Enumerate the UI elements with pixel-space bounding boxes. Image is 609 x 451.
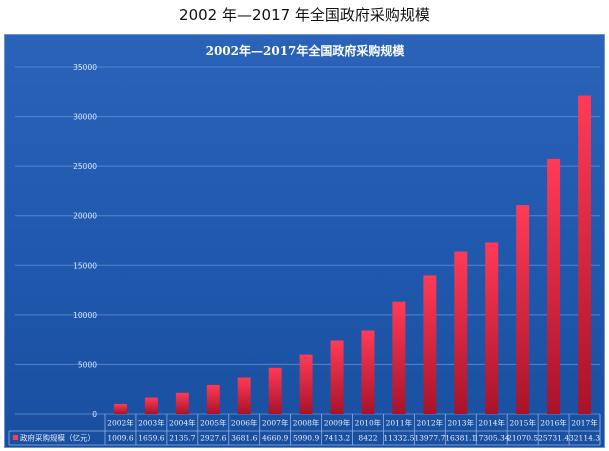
data-label: 1009.6: [107, 434, 133, 443]
data-label: 3681.6: [231, 434, 257, 443]
data-label: 11332.5: [383, 434, 414, 443]
chart-panel: 2002年—2017年全国政府采购规模 0 5000 10000 15000 20000…: [4, 34, 605, 448]
bar: [547, 158, 561, 414]
data-table: 政府采购规模（亿元） 2002年 1009.6 2003年 1659.6 2004年 213…: [8, 414, 601, 446]
y-tick-label: 5000: [78, 360, 97, 369]
data-label: 1659.6: [138, 434, 164, 443]
gridlines: [15, 66, 600, 415]
y-tick-label: 15000: [73, 261, 97, 270]
bar: [578, 95, 592, 414]
data-label: 21070.5: [507, 434, 538, 443]
x-tick-label: 2002年: [107, 418, 134, 428]
bars: [113, 95, 592, 414]
x-tick-label: 2011年: [386, 418, 413, 428]
y-tick-label: 0: [92, 410, 97, 419]
y-tick-label: 20000: [73, 212, 97, 221]
legend-label: 政府采购规模（亿元）: [20, 433, 95, 443]
data-label: 16381.1: [445, 434, 476, 443]
y-tick-label: 35000: [73, 63, 97, 72]
data-label: 8422: [358, 434, 377, 443]
y-tick-label: 25000: [73, 162, 97, 171]
x-tick-label: 2006年: [231, 418, 258, 428]
x-tick-label: 2013年: [447, 418, 474, 428]
data-label: 4660.9: [262, 434, 288, 443]
bar-chart: 2002年—2017年全国政府采购规模 0 5000 10000 15000 20000…: [8, 43, 601, 446]
data-label: 25731.4: [538, 434, 569, 443]
data-label: 7413.2: [324, 434, 350, 443]
data-label: 2135.7: [169, 434, 195, 443]
bar: [485, 242, 499, 414]
x-tick-label: 2008年: [293, 418, 320, 428]
x-tick-label: 2010年: [355, 418, 382, 428]
x-tick-label: 2014年: [478, 418, 505, 428]
bar: [423, 275, 437, 414]
x-tick-label: 2007年: [262, 418, 289, 428]
y-tick-label: 30000: [73, 113, 97, 122]
data-label: 2927.6: [200, 434, 226, 443]
x-tick-label: 2017年: [571, 418, 598, 428]
y-axis-ticks: 0 5000 10000 15000 20000 25000 30000 35000: [73, 63, 97, 419]
x-tick-label: 2004年: [169, 418, 196, 428]
data-label: 17305.34: [474, 434, 510, 443]
bar: [175, 392, 189, 414]
x-tick-label: 2005年: [200, 418, 227, 428]
data-label: 32114.3: [569, 434, 600, 443]
bar: [206, 384, 220, 414]
bar: [330, 340, 344, 414]
bar: [237, 377, 251, 414]
bar: [361, 330, 375, 414]
data-label: 13977.7: [414, 434, 445, 443]
y-tick-label: 10000: [73, 311, 97, 320]
x-tick-label: 2012年: [417, 418, 444, 428]
bar: [516, 205, 530, 414]
bar: [299, 354, 313, 414]
bar: [268, 367, 282, 414]
chart-title: 2002年—2017年全国政府采购规模: [206, 43, 406, 58]
page-title: 2002 年—2017 年全国政府采购规模: [179, 6, 430, 24]
bar: [144, 397, 158, 414]
x-tick-label: 2009年: [324, 418, 351, 428]
x-tick-label: 2016年: [540, 418, 567, 428]
bar: [392, 301, 406, 414]
bar: [454, 251, 468, 414]
x-tick-label: 2003年: [138, 418, 165, 428]
x-tick-label: 2015年: [509, 418, 536, 428]
bar: [113, 403, 127, 414]
data-label: 5990.9: [293, 434, 319, 443]
legend-swatch: [13, 435, 18, 440]
